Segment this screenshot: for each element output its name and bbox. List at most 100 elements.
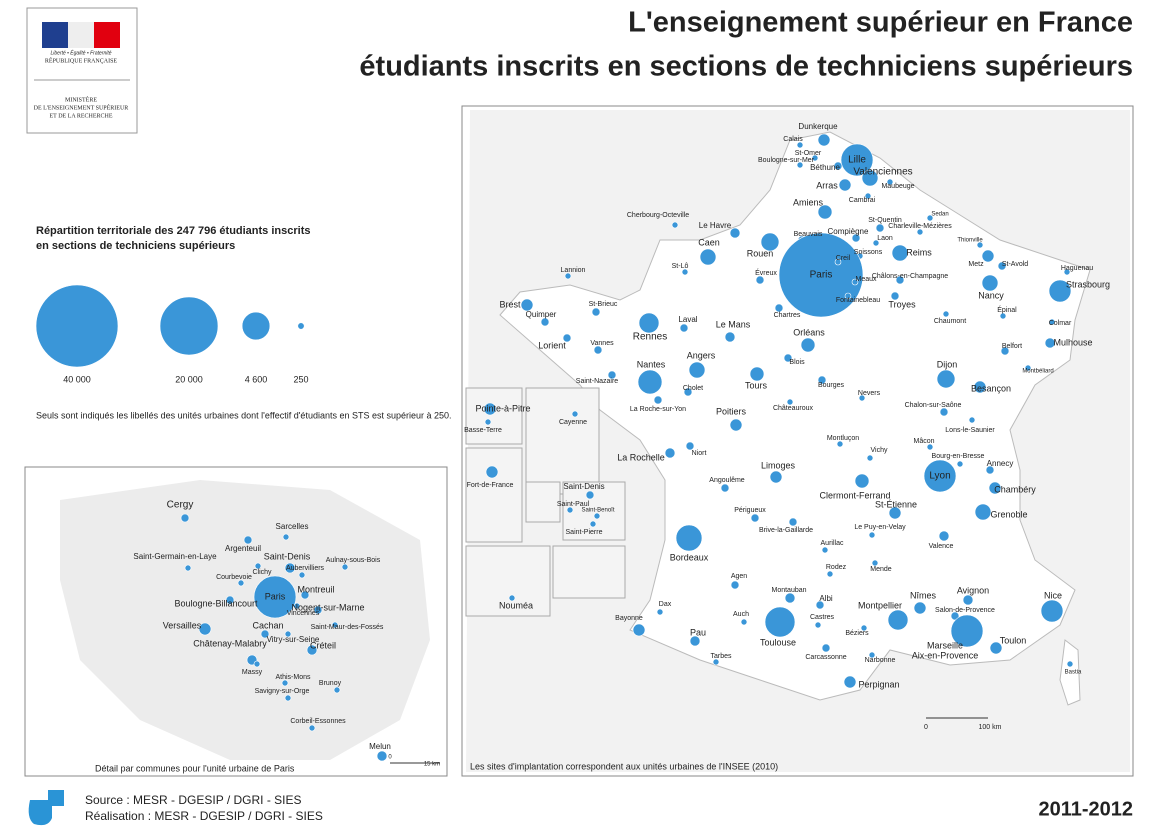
city-label: Paris	[810, 270, 833, 281]
city-circle	[566, 506, 574, 514]
city-label: Massy	[242, 669, 263, 676]
scale-label: 0	[924, 724, 928, 731]
city-circle	[685, 441, 695, 451]
city-label: Grenoble	[990, 509, 1027, 519]
city-circle	[999, 312, 1007, 320]
city-circle	[864, 192, 872, 200]
city-label: Vincennes	[287, 610, 320, 617]
city-label: Lannion	[561, 267, 586, 274]
city-label: St-Avold	[1002, 261, 1028, 268]
city-label: Lille	[848, 155, 866, 166]
city-label: Compiègne	[828, 227, 869, 236]
city-label: Montbéliard	[1022, 369, 1053, 375]
city-circle	[784, 592, 796, 604]
city-label: Périgueux	[734, 507, 766, 514]
city-label: Aulnay-sous-Bois	[326, 557, 381, 564]
city-circle	[749, 366, 765, 382]
city-label: Athis-Mons	[275, 674, 311, 681]
city-circle	[298, 571, 306, 579]
city-label: St-Lô	[672, 263, 689, 270]
city-circle	[750, 513, 760, 523]
city-circle	[939, 407, 949, 417]
city-label: Melun	[369, 742, 391, 751]
city-label: St-Quentin	[868, 217, 902, 224]
city-label: Nancy	[978, 290, 1004, 300]
city-circle	[180, 513, 190, 523]
city-circle	[293, 602, 301, 610]
inset-frame	[525, 387, 600, 495]
city-label: Clermont-Ferrand	[819, 490, 890, 500]
city-label: Saint-Pierre	[566, 529, 603, 536]
city-circle	[860, 624, 868, 632]
city-label: Fontainebleau	[836, 297, 880, 304]
city-circle	[890, 291, 900, 301]
legend-circle	[297, 322, 305, 330]
city-label: Brest	[499, 299, 521, 309]
city-label: Dijon	[937, 359, 958, 369]
city-label: Creil	[836, 255, 851, 262]
city-label: Cayenne	[559, 419, 587, 426]
city-label: Caen	[698, 237, 720, 247]
ministry: DE L'ENSEIGNEMENT SUPÉRIEUR	[34, 103, 129, 111]
city-circle	[769, 470, 783, 484]
city-circle	[730, 580, 740, 590]
legend-circle	[241, 311, 271, 341]
motto: Liberté • Égalité • Fraternité	[50, 49, 111, 56]
city-circle	[1024, 364, 1032, 372]
city-label: Mâcon	[913, 438, 934, 445]
city-label: Chalon-sur-Saône	[905, 402, 962, 409]
overseas-insets	[465, 387, 626, 617]
city-label: Blois	[789, 359, 805, 366]
city-label: Nevers	[858, 390, 881, 397]
city-circle	[916, 228, 924, 236]
city-label: Vitry-sur-Seine	[267, 635, 320, 644]
legend: 40 000 20 000 4 600 250	[35, 284, 309, 384]
city-label: Courbevoie	[216, 574, 252, 581]
city-label: Cergy	[167, 500, 194, 511]
city-label: La Rochelle	[617, 452, 665, 462]
city-circle	[786, 398, 794, 406]
city-label: Calais	[783, 136, 803, 143]
inset-frame	[525, 481, 561, 523]
city-circle	[783, 353, 793, 363]
city-circle	[888, 506, 902, 520]
city-circle	[950, 614, 984, 648]
city-circle	[811, 154, 819, 162]
city-label: Saint-Maur-des-Fossés	[311, 624, 384, 631]
ministry: MINISTÈRE	[65, 95, 97, 103]
city-circle	[225, 595, 235, 605]
city-label: Évreux	[755, 268, 777, 277]
city-label: Valenciennes	[853, 167, 912, 178]
city-label: Nogent-sur-Marne	[291, 602, 364, 612]
city-circle	[936, 369, 956, 389]
city-circle	[1044, 337, 1056, 349]
city-label: Le Mans	[716, 319, 751, 329]
city-label: Aurillac	[821, 540, 844, 547]
city-label: Nice	[1044, 590, 1062, 600]
city-circle	[974, 503, 992, 521]
city-circle	[585, 490, 595, 500]
city-circle	[729, 418, 743, 432]
legend-label: 4 600	[245, 374, 268, 384]
city-label: Nouméa	[499, 600, 533, 610]
city-circle	[591, 307, 601, 317]
city-circle	[851, 233, 861, 243]
title: étudiants inscrits en sections de techni…	[359, 51, 1133, 83]
city-circle	[1066, 660, 1074, 668]
city-label: Auch	[733, 611, 749, 618]
city-circle	[887, 609, 909, 631]
city-label: Castres	[810, 614, 835, 621]
city-circle	[981, 249, 995, 263]
city-circle	[306, 644, 318, 656]
city-label: Fort-de-France	[467, 482, 514, 489]
city-label: Le Puy-en-Velay	[854, 524, 906, 531]
city-label: Argenteuil	[225, 544, 261, 553]
city-label: Bordeaux	[670, 552, 709, 562]
scale-label: 0	[388, 755, 392, 761]
city-circle	[868, 531, 876, 539]
city-label: Vannes	[590, 340, 614, 347]
city-label: Paris	[265, 591, 286, 601]
city-circle	[973, 380, 987, 394]
city-label: Beauvais	[794, 231, 823, 238]
city-label: Thionville	[957, 238, 983, 244]
